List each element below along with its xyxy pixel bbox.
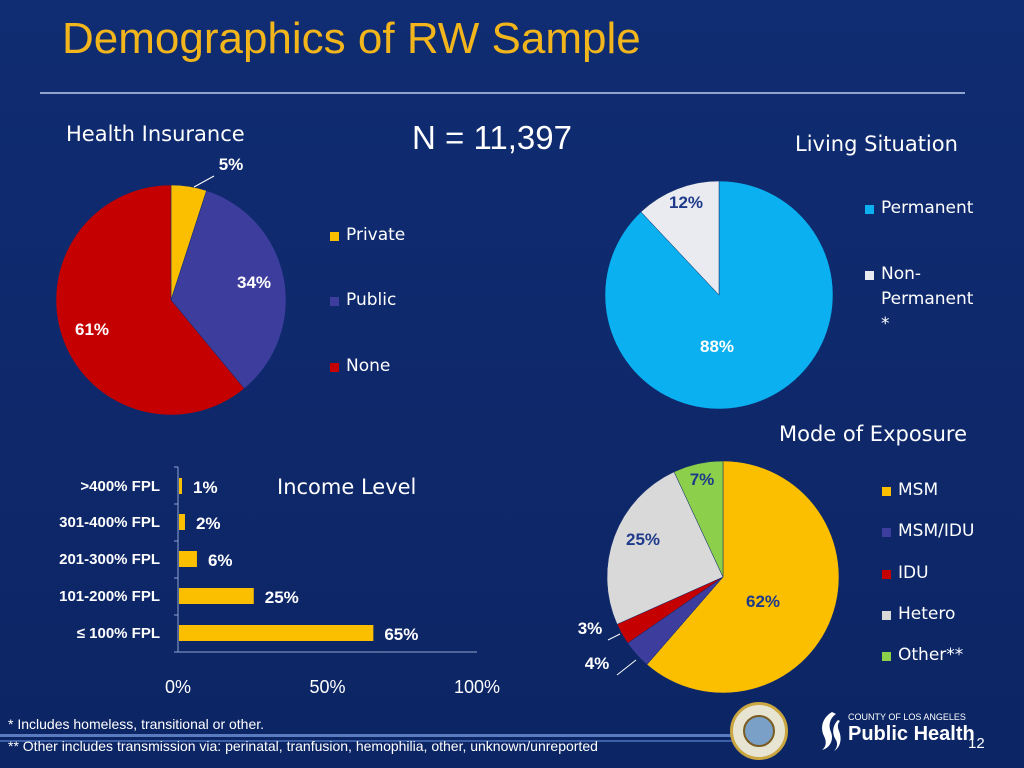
bar-101-200-fpl [179, 588, 254, 604]
pie-data-label-private: 5% [219, 155, 244, 174]
legend-item-idu: IDU [882, 563, 929, 586]
legend-item-non-permanent: Non- Permanent * [865, 264, 974, 337]
legend-label: Non- Permanent * [881, 264, 974, 334]
legend-swatch [865, 271, 874, 280]
x-tick-label: 100% [454, 677, 500, 697]
legend-label: Permanent [881, 198, 974, 218]
legend-item-private: Private [330, 225, 406, 248]
footer-stripe [0, 740, 740, 742]
public-health-org-small: COUNTY OF LOS ANGELES [848, 712, 966, 722]
pie-data-label-non-permanent: 12% [669, 193, 703, 212]
bar-100-fpl [179, 625, 374, 641]
category-label: 101-200% FPL [59, 588, 160, 605]
legend-label: IDU [898, 563, 929, 583]
slide-title: Demographics of RW Sample [62, 14, 641, 63]
legend-swatch [882, 487, 891, 496]
legend-swatch [882, 652, 891, 661]
category-label: 201-300% FPL [59, 551, 160, 568]
legend-swatch [882, 570, 891, 579]
pie-slice-msm [646, 460, 840, 694]
pie-label-leader [616, 659, 637, 676]
bar-data-label: 6% [208, 551, 233, 570]
pie-slice-non-permanent [640, 180, 720, 296]
legend-swatch [330, 297, 339, 306]
mode-of-exposure-pie: 62% 4% 3% 25% 7% [578, 460, 840, 694]
legend-label: MSM/IDU [898, 521, 975, 541]
pie-label-leader [607, 633, 621, 641]
public-health-org-big: Public Health [848, 723, 975, 745]
legend-swatch [330, 363, 339, 372]
living-situation-pie: 88% 12% [604, 180, 834, 410]
health-insurance-title: Health Insurance [66, 122, 245, 146]
bar-data-label: 1% [193, 478, 218, 497]
legend-item-msm: MSM [882, 480, 939, 503]
legend-item-msm-idu: MSM/IDU [882, 521, 975, 544]
legend-label: None [346, 356, 391, 376]
pie-data-label-msm: 62% [746, 592, 780, 611]
legend-item-permanent: Permanent [865, 198, 974, 221]
legend-swatch [865, 205, 874, 214]
bar-data-label: 25% [265, 588, 299, 607]
title-divider [40, 92, 965, 94]
living-situation-title: Living Situation [795, 132, 958, 156]
sample-size-label: N = 11,397 [412, 119, 572, 156]
bar-400-fpl [179, 478, 182, 494]
public-health-logo: COUNTY OF LOS ANGELES Public Health [818, 708, 975, 756]
pie-label-leader [193, 175, 215, 188]
footnote-other: ** Other includes transmission via: peri… [8, 738, 598, 754]
legend-item-hetero: Hetero [882, 604, 956, 627]
footer-band [0, 728, 740, 768]
legend-swatch [330, 232, 339, 241]
page-number: 12 [968, 735, 985, 752]
legend-swatch [882, 611, 891, 620]
bar-data-label: 65% [384, 625, 418, 644]
category-label: 301-400% FPL [59, 514, 160, 531]
footnote-homeless: * Includes homeless, transitional or oth… [8, 716, 265, 732]
health-insurance-pie: 5% 34% 61% [55, 155, 287, 416]
pie-data-label-public: 34% [237, 273, 271, 292]
bar-301-400-fpl [179, 514, 185, 530]
pie-data-label-hetero: 25% [626, 530, 660, 549]
bar-data-label: 2% [196, 514, 221, 533]
pie-data-label-idu: 3% [578, 619, 603, 638]
county-seal-logo [730, 702, 788, 760]
legend-item-other: Other** [882, 645, 964, 668]
public-health-mark-icon [822, 712, 841, 751]
income-level-bar-chart: >400% FPL 1% 301-400% FPL 2% 201-300% FPL 6% 1… [59, 466, 500, 697]
pie-slice-public [170, 190, 287, 389]
legend-item-none: None [330, 356, 391, 379]
bar-201-300-fpl [179, 551, 197, 567]
pie-data-label-none: 61% [75, 320, 109, 339]
legend-label: Hetero [898, 604, 956, 624]
legend-item-public: Public [330, 290, 397, 313]
legend-label: MSM [898, 480, 939, 500]
category-label: ≤ 100% FPL [77, 625, 160, 642]
legend-label: Other** [898, 645, 964, 665]
legend-label: Public [346, 290, 397, 310]
footer-stripe [0, 734, 740, 737]
pie-slice-hetero [606, 471, 724, 625]
pie-data-label-msm-idu: 4% [585, 654, 610, 673]
category-label: >400% FPL [80, 478, 160, 495]
county-seal-center [743, 715, 775, 747]
pie-data-label-permanent: 88% [700, 337, 734, 356]
legend-label: Private [346, 225, 406, 245]
mode-of-exposure-title: Mode of Exposure [779, 422, 968, 446]
x-tick-label: 0% [165, 677, 191, 697]
pie-data-label-other: 7% [690, 470, 715, 489]
pie-slice-other [673, 460, 724, 578]
income-level-title: Income Level [277, 475, 417, 499]
pie-slice-none [55, 184, 245, 416]
x-tick-label: 50% [309, 677, 345, 697]
legend-swatch [882, 528, 891, 537]
